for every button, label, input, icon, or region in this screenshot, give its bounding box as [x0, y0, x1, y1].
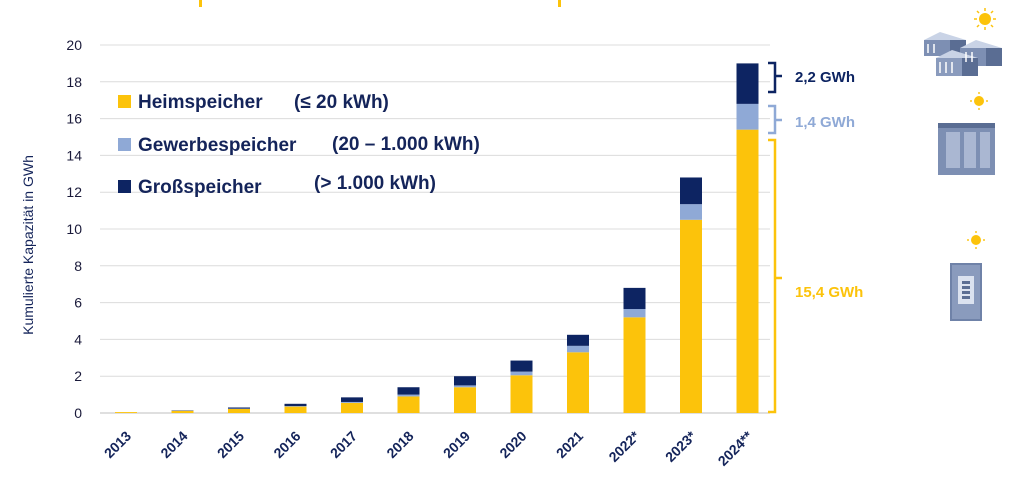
bar-segment-gewerbespeicher-2016	[284, 406, 307, 407]
x-tick-label: 2022*	[605, 427, 643, 465]
annotation-grossspeicher: 2,2 GWh	[768, 61, 855, 94]
y-tick-label: 2	[74, 368, 82, 384]
legend-range-heimspeicher: (≤ 20 kWh)	[294, 92, 389, 113]
bar-segment-heimspeicher-2017	[341, 402, 363, 413]
bar-segment-heimspeicher-2019	[454, 387, 476, 413]
legend-swatch-heimspeicher	[118, 95, 131, 108]
bar-segment-heimspeicher-2018	[397, 396, 420, 413]
bar-segment-gewerbespeicher-2019	[454, 385, 476, 388]
annotation-heimspeicher: 15,4 GWh	[768, 138, 863, 414]
legend-swatch-grossspeicher	[118, 180, 131, 193]
x-tick-label: 2019	[440, 428, 473, 461]
bar-segment-gewerbespeicher-2021	[567, 345, 589, 353]
y-tick-label: 8	[74, 258, 82, 274]
bracket-grossspeicher	[768, 61, 782, 94]
bar-segment-grossspeicher-2023	[680, 177, 702, 205]
sun-icon	[970, 92, 988, 110]
x-tick-label: 2016	[270, 428, 303, 461]
bar-segment-grossspeicher-2015	[228, 407, 250, 409]
bar-segment-heimspeicher-2022	[623, 317, 646, 413]
bar-segment-grossspeicher-2016	[284, 403, 307, 407]
bar-segment-gewerbespeicher-2023	[680, 204, 702, 220]
bar-segment-grossspeicher-2018	[397, 387, 420, 395]
x-tick-label: 2020	[496, 428, 529, 461]
bar-segment-gewerbespeicher-2024	[736, 103, 759, 130]
y-axis-label: Kumulierte Kapazität in GWh	[20, 155, 36, 335]
top-decor-mark-left	[199, 0, 202, 7]
y-tick-label: 16	[66, 111, 82, 127]
y-tick-label: 10	[66, 221, 82, 237]
y-tick-label: 0	[74, 405, 82, 421]
x-tick-label: 2023*	[662, 427, 700, 465]
bar-segment-grossspeicher-2024	[736, 63, 759, 104]
x-tick-label: 2024**	[715, 427, 756, 468]
x-axis-ticks: 2013 2014 2015 2016 2017 2018 2019 2020 2021 2022…	[101, 427, 756, 468]
bar-segment-gewerbespeicher-2020	[510, 371, 533, 376]
x-tick-label: 2015	[214, 428, 247, 461]
y-tick-label: 6	[74, 295, 82, 311]
legend-label-gewerbespeicher: Gewerbespeicher	[138, 135, 297, 156]
bar-segment-heimspeicher-2013	[115, 412, 137, 413]
legend: Heimspeicher (≤ 20 kWh) Gewerbespeicher …	[118, 92, 480, 198]
legend-range-grossspeicher: (> 1.000 kWh)	[314, 173, 436, 194]
annotation-label-grossspeicher: 2,2 GWh	[795, 69, 855, 86]
x-tick-label: 2014	[157, 428, 190, 461]
bar-segment-grossspeicher-2021	[567, 334, 589, 346]
y-tick-label: 20	[66, 37, 82, 53]
bars	[115, 63, 759, 413]
y-tick-label: 12	[66, 184, 82, 200]
home-battery-icon	[950, 263, 982, 321]
bar-segment-heimspeicher-2016	[284, 406, 307, 413]
annotation-label-heimspeicher: 15,4 GWh	[795, 284, 863, 301]
bar-segment-gewerbespeicher-2018	[397, 394, 420, 397]
y-tick-label: 14	[66, 147, 82, 163]
bar-segment-heimspeicher-2015	[228, 408, 250, 413]
top-decor-mark-right	[558, 0, 561, 7]
y-tick-label: 18	[66, 74, 82, 90]
legend-swatch-gewerbespeicher	[118, 138, 131, 151]
bar-segment-grossspeicher-2020	[510, 360, 533, 372]
bar-segment-heimspeicher-2021	[567, 352, 589, 413]
bar-segment-heimspeicher-2014	[171, 410, 194, 413]
bar-segment-heimspeicher-2023	[680, 219, 702, 413]
bar-segment-gewerbespeicher-2017	[341, 401, 363, 403]
bracket-heimspeicher	[768, 138, 782, 414]
bar-segment-grossspeicher-2022	[623, 287, 646, 310]
bar-segment-heimspeicher-2024	[736, 129, 759, 413]
commercial-storage-cabinet-icon	[938, 123, 995, 175]
legend-range-gewerbespeicher: (20 – 1.000 kWh)	[332, 134, 480, 155]
x-tick-label: 2021	[553, 428, 586, 461]
x-tick-label: 2018	[383, 428, 416, 461]
legend-label-grossspeicher: Großspeicher	[138, 177, 262, 198]
legend-label-heimspeicher: Heimspeicher	[138, 92, 263, 113]
gridlines	[100, 44, 770, 414]
annotation-gewerbespeicher: 1,4 GWh	[768, 104, 855, 135]
sun-icon	[974, 8, 996, 30]
x-tick-label: 2017	[327, 428, 360, 461]
bracket-gewerbespeicher	[768, 104, 782, 135]
y-axis-ticks: 0 2 4 6 8 10 12 14 16 18 20	[66, 37, 82, 421]
annotation-label-gewerbespeicher: 1,4 GWh	[795, 114, 855, 131]
y-tick-label: 4	[74, 331, 82, 347]
sun-icon	[967, 231, 985, 249]
bar-segment-gewerbespeicher-2022	[623, 309, 646, 318]
bar-segment-grossspeicher-2019	[454, 376, 476, 386]
bar-segment-heimspeicher-2020	[510, 375, 533, 413]
bar-segment-grossspeicher-2017	[341, 397, 363, 402]
x-tick-label: 2013	[101, 428, 134, 461]
large-storage-container-icon	[924, 32, 1002, 76]
